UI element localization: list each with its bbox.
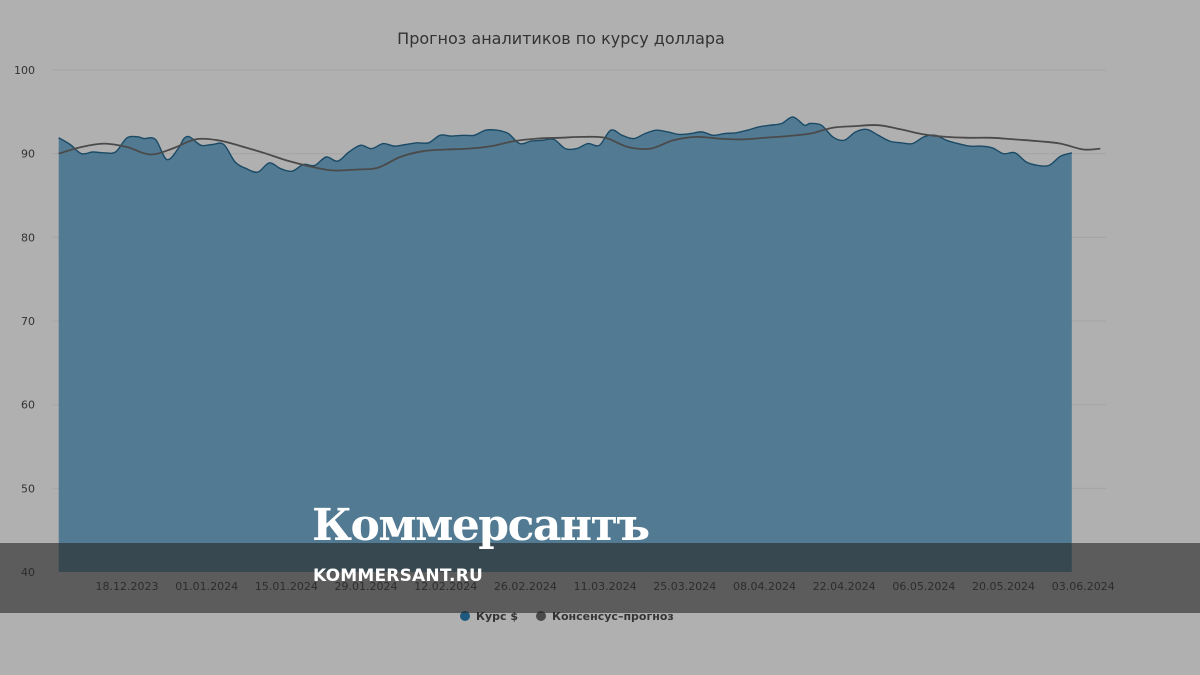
plot-area xyxy=(58,116,1101,572)
y-axis-ticks: 405060708090100 xyxy=(14,64,35,579)
legend-label: Консенсус–прогноз xyxy=(552,610,674,623)
legend: Курс $ Консенсус–прогноз xyxy=(460,610,674,623)
watermark-band xyxy=(0,543,1200,613)
consensus-line xyxy=(58,124,1101,172)
watermark-logo: Коммерсантъ xyxy=(312,500,650,551)
chart-title: Прогноз аналитиков по курсу доллара xyxy=(397,29,725,48)
legend-marker xyxy=(460,611,470,621)
rate-line xyxy=(58,116,1073,173)
y-tick-label: 50 xyxy=(21,482,35,495)
rate-area xyxy=(58,116,1072,572)
watermark-url: KOMMERSANT.RU xyxy=(313,566,483,586)
y-tick-label: 90 xyxy=(21,148,35,161)
legend-item[interactable]: Курс $ xyxy=(460,610,518,623)
y-tick-label: 70 xyxy=(21,315,35,328)
legend-item[interactable]: Консенсус–прогноз xyxy=(536,610,674,623)
y-tick-label: 60 xyxy=(21,399,35,412)
y-tick-label: 100 xyxy=(14,64,35,77)
legend-label: Курс $ xyxy=(476,610,518,623)
legend-marker xyxy=(536,611,546,621)
y-tick-label: 80 xyxy=(21,231,35,244)
